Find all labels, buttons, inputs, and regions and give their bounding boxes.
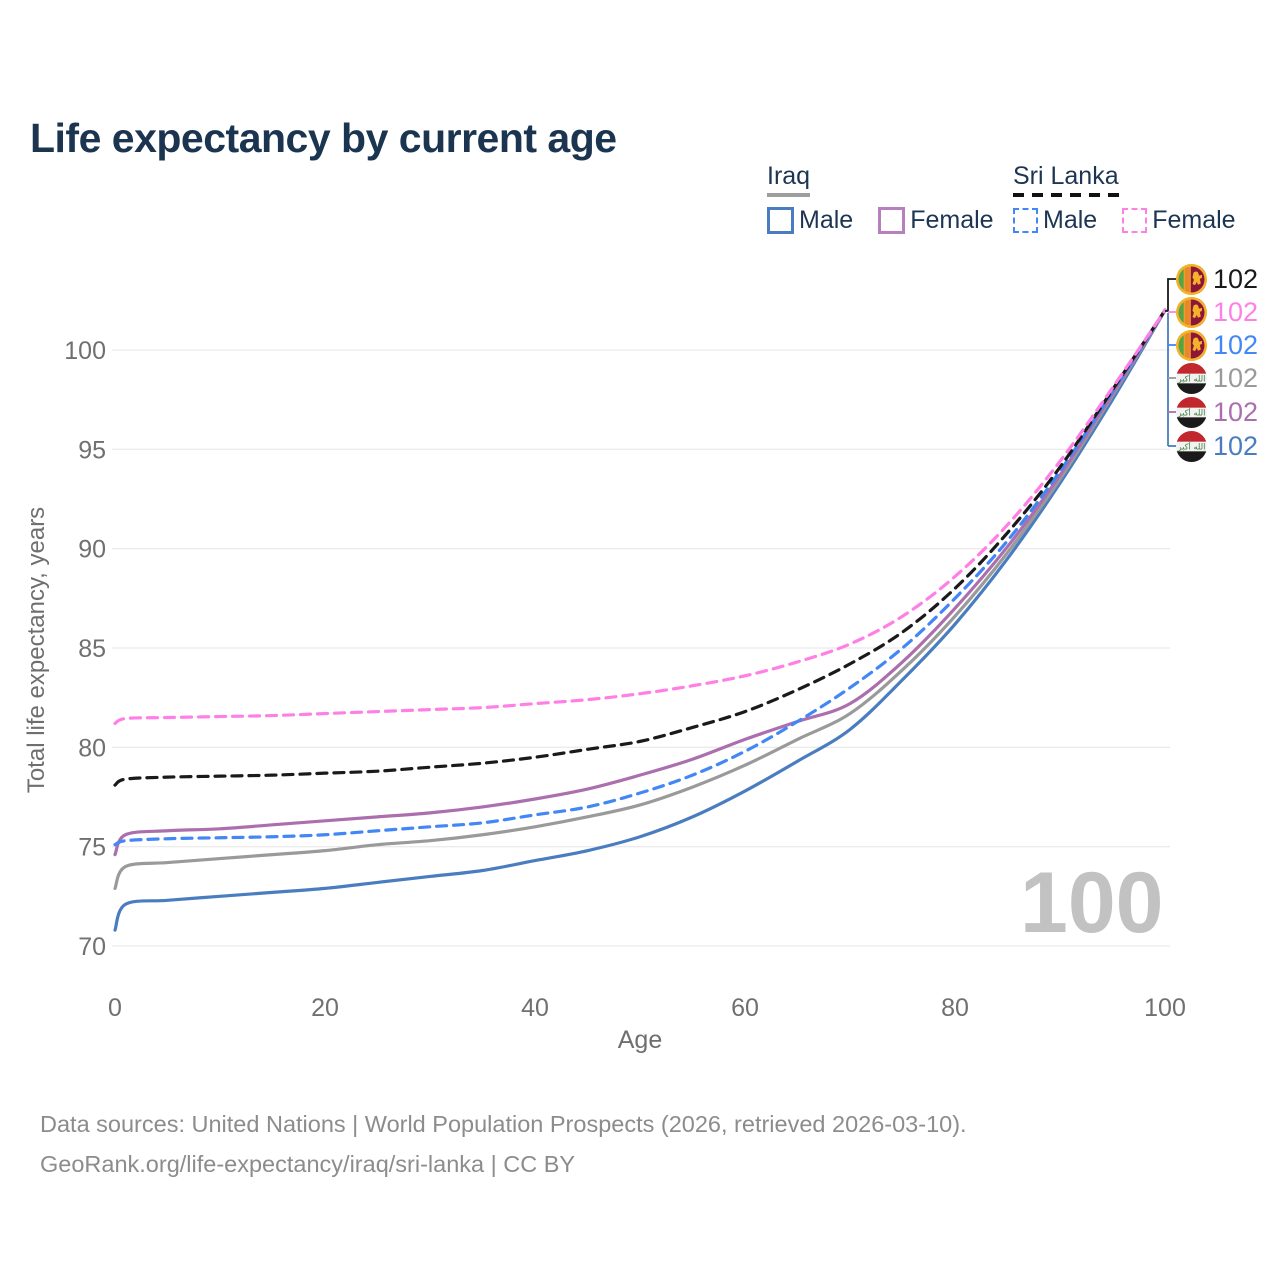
leader-line: [1165, 278, 1176, 312]
age-counter-watermark: 100: [1020, 855, 1164, 951]
end-label-sri-lanka-male: 102: [1176, 329, 1258, 361]
y-axis-title: Total life expectancy, years: [23, 507, 50, 793]
attribution-line: GeoRank.org/life-expectancy/iraq/sri-lan…: [40, 1151, 576, 1177]
y-tick-label: 95: [78, 436, 106, 464]
end-label-sri-lanka-female: 102: [1176, 296, 1258, 328]
y-tick-label: 75: [78, 834, 106, 862]
end-label-value: 102: [1213, 329, 1259, 360]
y-axis-tick-labels: 70 75 80 85 90 95 100: [64, 337, 106, 961]
series-line-iraq-both-sexes: [113, 308, 1167, 890]
legend-group-sri-lanka: Sri Lanka Male Female: [1013, 163, 1236, 235]
legend-swatch-icon: [1013, 208, 1038, 233]
x-tick-label: 40: [521, 994, 549, 1022]
legend-swatch-icon: [1122, 208, 1148, 233]
series-line-iraq-female: [113, 308, 1167, 857]
legend-item-sri-lanka-male[interactable]: Male: [1013, 206, 1097, 235]
svg-text:الله أكبر: الله أكبر: [1177, 372, 1206, 383]
x-tick-label: 60: [731, 994, 759, 1022]
svg-text:الله أكبر: الله أكبر: [1177, 406, 1206, 417]
series-lines: [113, 308, 1167, 932]
end-label-value: 102: [1213, 396, 1259, 427]
legend-swatch-icon: [767, 207, 794, 234]
y-tick-label: 100: [64, 337, 106, 365]
y-tick-label: 80: [78, 734, 106, 762]
svg-text:الله أكبر: الله أكبر: [1177, 440, 1206, 451]
legend-item-label: Female: [1152, 206, 1236, 234]
data-sources-line: Data sources: United Nations | World Pop…: [40, 1111, 967, 1137]
legend-item-iraq-male[interactable]: Male: [767, 206, 853, 235]
end-label-iraq-both-sexes: الله أكبر 102: [1176, 362, 1258, 394]
legend-item-sri-lanka-female[interactable]: Female: [1122, 206, 1236, 235]
legend-linestyle-sample: [1013, 193, 1119, 197]
series-line-sri-lanka-male: [113, 308, 1167, 847]
iraq-flag-icon: الله أكبر: [1176, 430, 1207, 462]
sri-lanka-flag-icon: [1176, 329, 1207, 361]
series-line-sri-lanka-female: [113, 308, 1167, 726]
x-tick-label: 100: [1144, 994, 1186, 1022]
iraq-flag-icon: الله أكبر: [1176, 396, 1207, 428]
y-tick-label: 90: [78, 536, 106, 564]
gridlines: [112, 349, 1170, 947]
iraq-flag-icon: الله أكبر: [1176, 362, 1207, 394]
legend-item-label: Male: [1043, 206, 1098, 234]
end-label-value: 102: [1213, 263, 1259, 294]
legend-swatch-icon: [878, 207, 906, 234]
y-tick-label: 85: [78, 635, 106, 663]
x-axis-tick-labels: 0 20 40 60 80 100: [108, 994, 1186, 1022]
legend-item-label: Female: [910, 206, 994, 234]
sri-lanka-flag-icon: [1176, 263, 1207, 295]
legend-item-iraq-female[interactable]: Female: [878, 206, 994, 235]
x-tick-label: 0: [108, 994, 122, 1022]
sri-lanka-flag-icon: [1176, 296, 1207, 328]
x-tick-label: 20: [311, 994, 339, 1022]
x-axis-title: Age: [618, 1026, 662, 1054]
x-tick-label: 80: [941, 994, 969, 1022]
end-label-value: 102: [1213, 430, 1259, 461]
series-line-iraq-male: [113, 308, 1167, 932]
y-tick-label: 70: [78, 933, 106, 961]
legend-group-title: Sri Lanka: [1013, 162, 1119, 190]
legend-group-iraq: Iraq Male Female: [767, 163, 994, 235]
end-label-sri-lanka-both-sexes: 102: [1176, 263, 1258, 295]
end-label-iraq-female: الله أكبر 102: [1176, 396, 1258, 428]
footer: Data sources: United Nations | World Pop…: [40, 1104, 967, 1184]
end-label-value: 102: [1213, 296, 1259, 327]
leader-lines: [1165, 278, 1176, 447]
series-line-sri-lanka-both-sexes: [113, 308, 1167, 787]
legend-group-title: Iraq: [767, 162, 811, 190]
page-title: Life expectancy by current age: [30, 115, 617, 162]
end-label-value: 102: [1213, 362, 1259, 393]
end-label-iraq-male: الله أكبر 102: [1176, 430, 1258, 462]
legend-linestyle-sample: [767, 193, 811, 197]
legend-item-label: Male: [799, 206, 854, 234]
